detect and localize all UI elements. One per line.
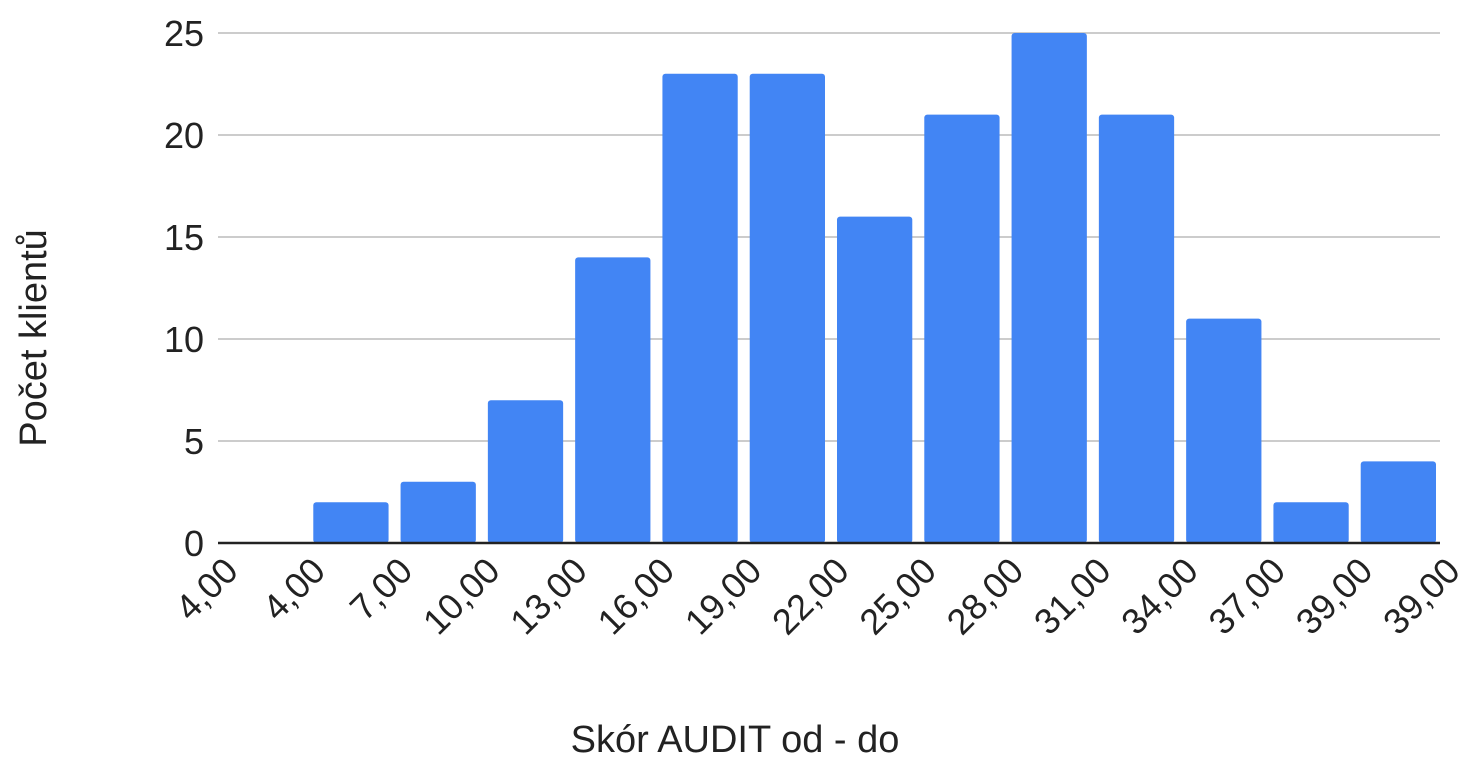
y-axis-title: Počet klientů	[13, 229, 55, 447]
bar	[1098, 114, 1175, 543]
x-tick-label: 7,00	[342, 550, 421, 629]
bar	[749, 73, 825, 544]
y-tick-label: 20	[164, 115, 204, 156]
bar	[662, 73, 738, 544]
bar	[313, 502, 389, 543]
x-tick-label: 19,00	[677, 550, 770, 643]
bar	[1011, 33, 1087, 543]
y-tick-label: 25	[164, 13, 204, 54]
x-tick-label: 4,00	[167, 550, 246, 629]
y-tick-label: 0	[184, 523, 204, 564]
x-tick-label: 13,00	[502, 550, 595, 643]
x-tick-label: 4,00	[254, 550, 333, 629]
bar	[575, 257, 651, 543]
y-tick-label: 15	[164, 217, 204, 258]
y-tick-label: 10	[164, 319, 204, 360]
y-tick-label: 5	[184, 421, 204, 462]
x-tick-label: 10,00	[415, 550, 508, 643]
x-tick-label: 31,00	[1026, 550, 1119, 643]
x-tick-label: 25,00	[851, 550, 944, 643]
bar	[487, 400, 564, 543]
x-axis-title: Skór AUDIT od - do	[571, 719, 900, 761]
x-tick-label: 39,00	[1288, 550, 1381, 643]
bar	[837, 216, 913, 543]
bar	[1273, 502, 1349, 543]
x-tick-label: 34,00	[1113, 550, 1206, 643]
x-tick-label: 16,00	[589, 550, 682, 643]
bar	[1360, 461, 1436, 543]
x-tick-label: 39,00	[1375, 550, 1463, 643]
x-tick-label: 37,00	[1200, 550, 1293, 643]
bar	[400, 481, 476, 543]
x-tick-label: 28,00	[939, 550, 1032, 643]
bar	[1186, 318, 1262, 543]
x-tick-label: 22,00	[764, 550, 857, 643]
bar	[924, 114, 1000, 543]
